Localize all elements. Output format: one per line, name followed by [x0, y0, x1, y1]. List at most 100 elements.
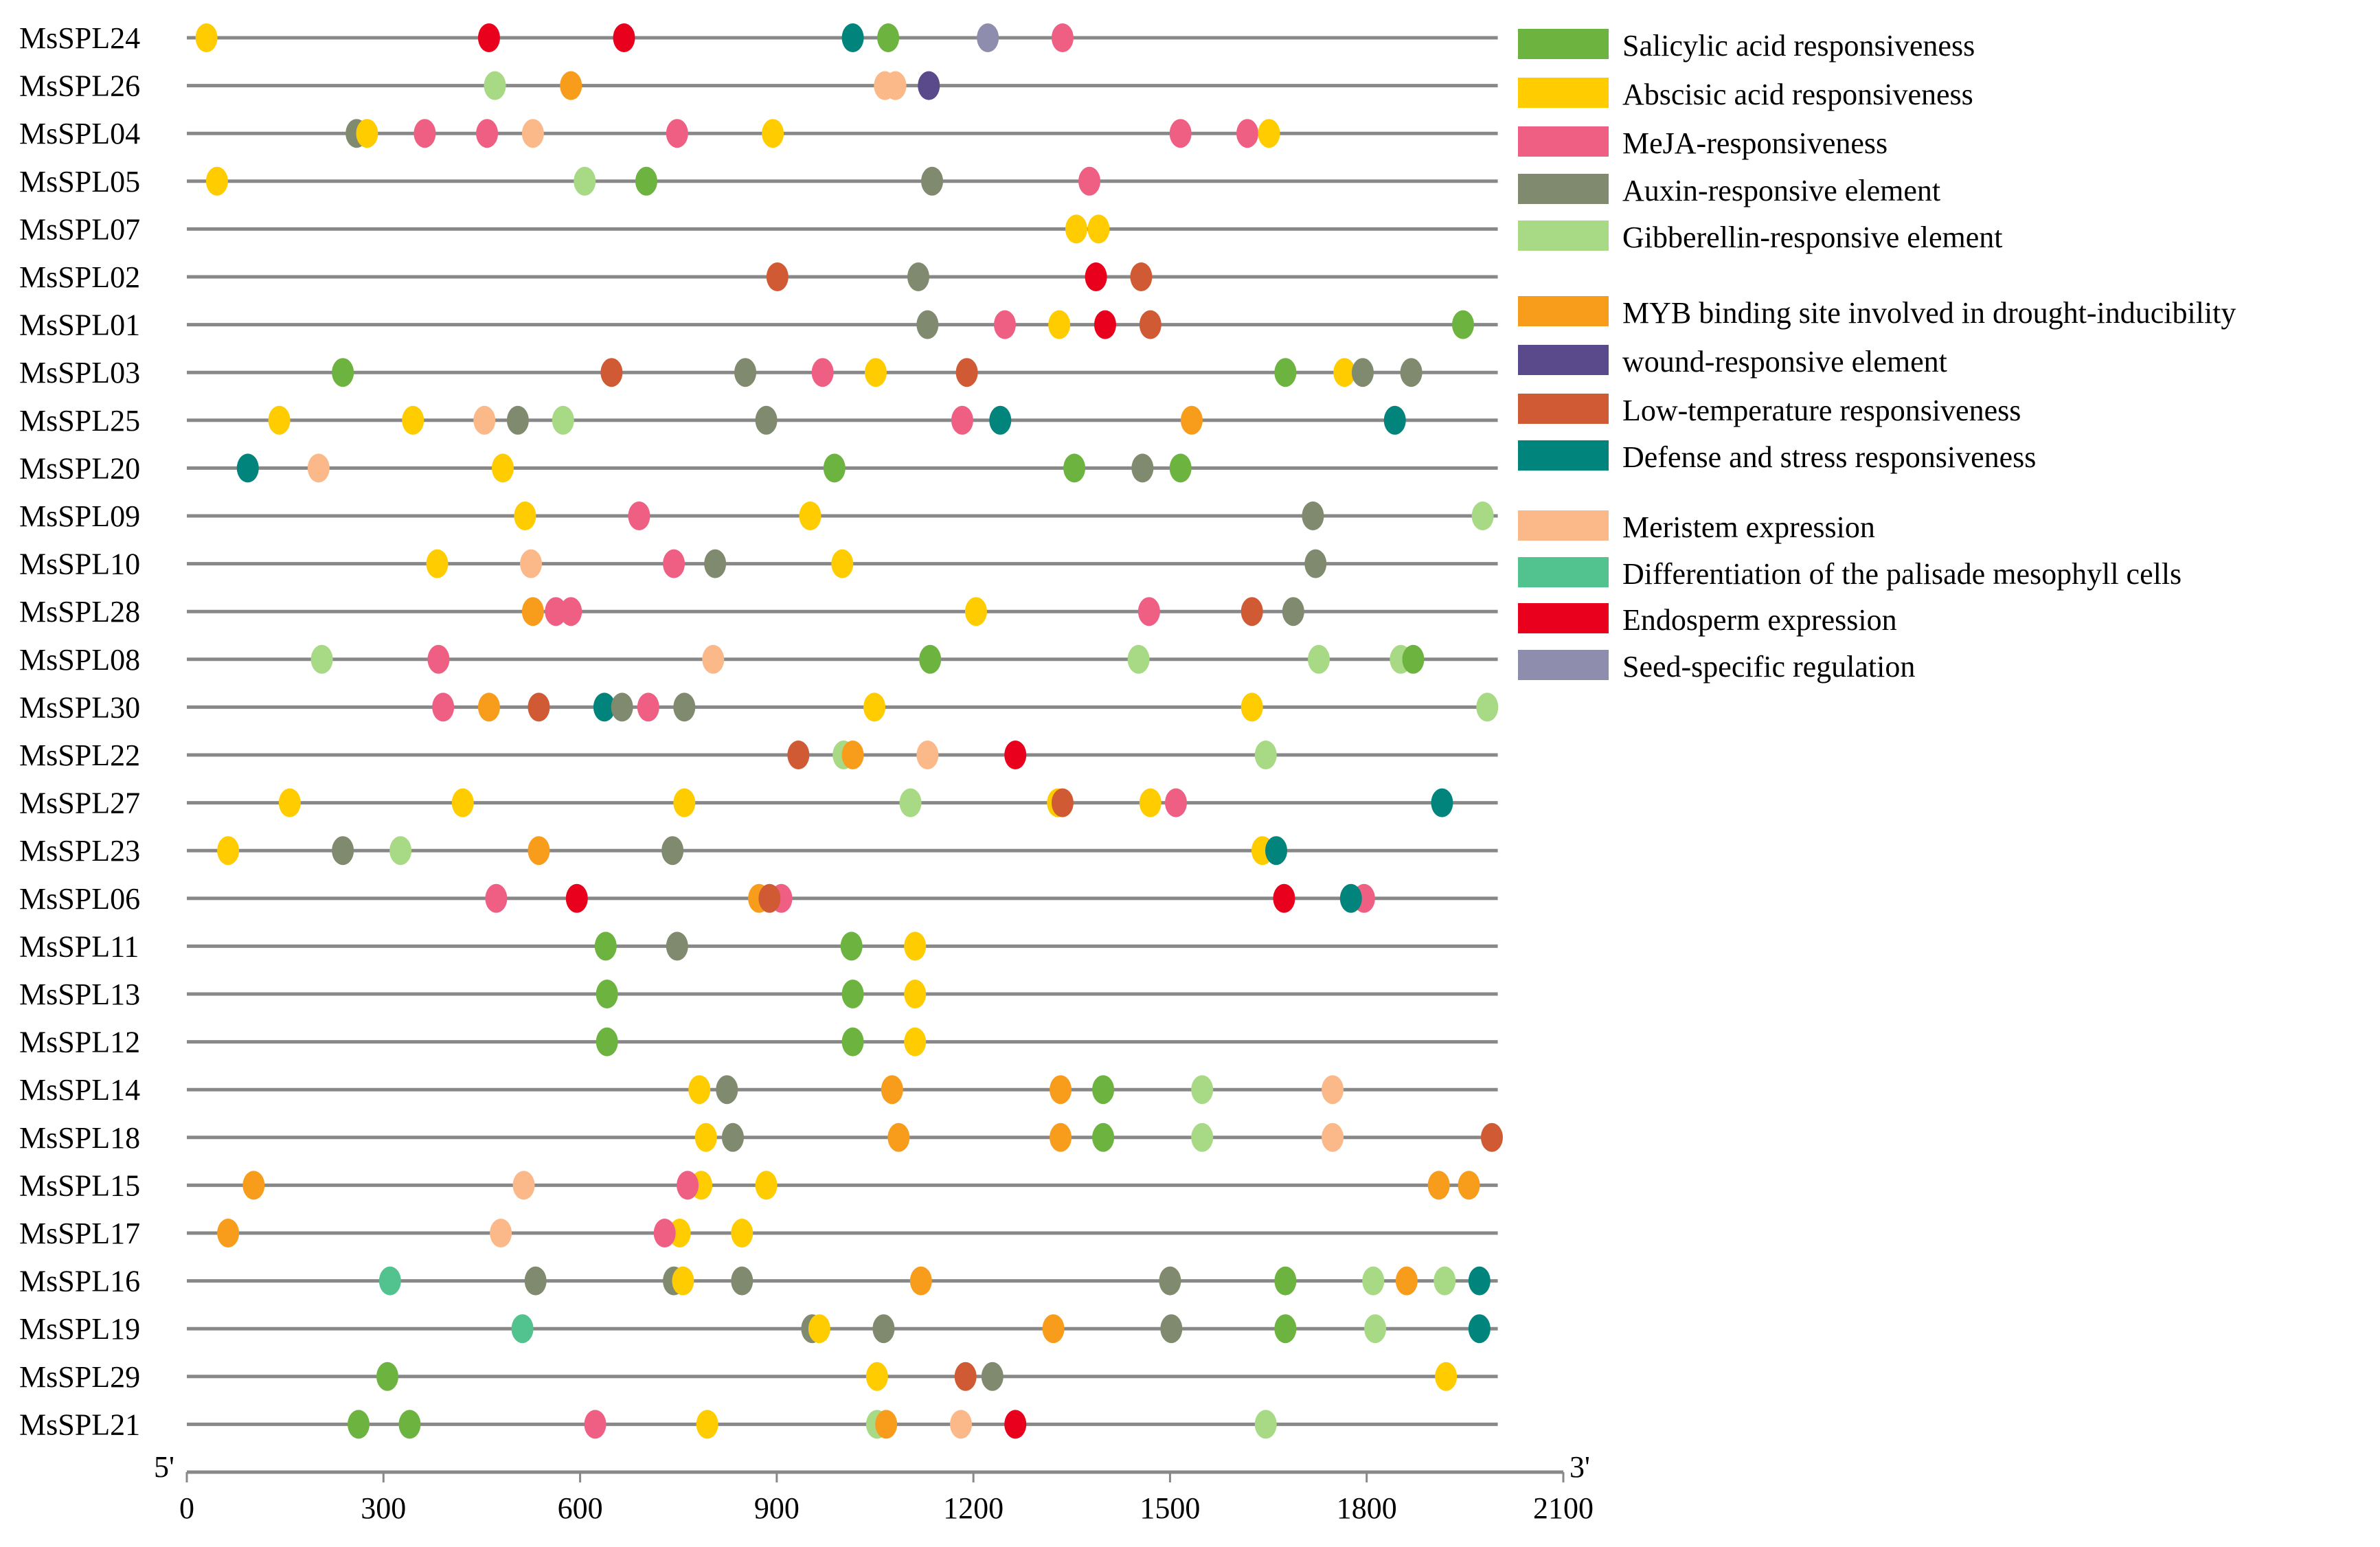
cis-element-marker-ga — [389, 836, 412, 866]
legend-swatch — [1518, 174, 1609, 204]
cis-element-marker-aux — [907, 262, 929, 291]
cis-element-marker-meja — [666, 119, 688, 148]
cis-element-marker-aba — [904, 931, 927, 961]
cis-element-marker-mer — [490, 1219, 512, 1247]
gene-row-msspl10: MsSPL10 — [19, 547, 1498, 581]
cis-element-marker-aba — [451, 788, 474, 817]
gene-label: MsSPL02 — [19, 260, 140, 294]
legend-label: MYB binding site involved in drought-ind… — [1622, 296, 2236, 330]
gene-label: MsSPL16 — [19, 1265, 140, 1298]
cis-element-marker-def — [236, 453, 259, 483]
cis-element-marker-aba — [808, 1314, 830, 1344]
gene-label: MsSPL27 — [19, 787, 140, 820]
legend-label: Endosperm expression — [1622, 603, 1897, 637]
cis-element-marker-myb — [1050, 1075, 1072, 1105]
gene-label: MsSPL22 — [19, 738, 140, 772]
cis-element-marker-sa — [919, 644, 942, 674]
cis-element-marker-mer — [884, 71, 907, 100]
cis-element-marker-ga — [552, 405, 574, 435]
legend-label: Seed-specific regulation — [1622, 650, 1915, 684]
cis-element-marker-aux — [332, 836, 354, 866]
cis-element-marker-ga — [1191, 1122, 1214, 1152]
legend-label: MeJA-responsiveness — [1622, 126, 1888, 160]
gene-label: MsSPL23 — [19, 834, 140, 868]
cis-element-marker-seed — [977, 23, 999, 52]
legend-item-ltr: Low-temperature responsiveness — [1518, 394, 2021, 427]
gene-label: MsSPL03 — [19, 356, 140, 389]
cis-element-marker-myb — [909, 1266, 932, 1296]
cis-element-marker-sa — [840, 931, 863, 961]
cis-element-marker-endo — [1085, 262, 1107, 291]
cis-element-marker-aux — [704, 549, 727, 578]
cis-element-marker-aba — [217, 836, 240, 866]
legend-item-wound: wound-responsive element — [1518, 345, 1947, 379]
x-tick-label: 600 — [558, 1491, 603, 1525]
gene-label: MsSPL15 — [19, 1168, 140, 1202]
legend: Salicylic acid responsiveness Abscisic ac… — [1518, 29, 2236, 684]
cis-element-marker-aba — [762, 119, 784, 148]
cis-element-marker-mer — [702, 644, 725, 674]
gene-row-msspl14: MsSPL14 — [19, 1073, 1498, 1107]
cis-element-marker-myb — [560, 71, 582, 100]
legend-swatch — [1518, 650, 1609, 680]
cis-element-marker-ga — [1476, 692, 1499, 722]
gene-row-msspl12: MsSPL12 — [19, 1026, 1498, 1059]
gene-label: MsSPL17 — [19, 1217, 140, 1250]
cis-element-marker-ltr — [954, 1362, 977, 1391]
cis-element-marker-sa — [1169, 453, 1192, 483]
gene-row-msspl03: MsSPL03 — [19, 356, 1498, 389]
cis-element-marker-myb — [521, 597, 544, 626]
cis-element-marker-meja — [993, 310, 1016, 339]
cis-element-marker-endo — [477, 23, 500, 52]
cis-element-marker-meja — [1165, 788, 1188, 817]
cis-element-marker-mer — [1322, 1122, 1344, 1152]
cis-element-marker-sa — [1092, 1122, 1115, 1152]
cis-element-marker-aux — [506, 405, 529, 435]
x-tick-label: 1200 — [943, 1491, 1004, 1525]
cis-element-marker-aux — [755, 405, 778, 435]
legend-item-def: Defense and stress responsiveness — [1518, 440, 2036, 474]
gene-label: MsSPL26 — [19, 69, 140, 103]
cis-element-marker-myb — [1180, 405, 1203, 435]
legend-item-mer: Meristem expression — [1518, 510, 1875, 544]
cis-element-marker-myb — [528, 836, 550, 866]
legend-label: Abscisic acid responsiveness — [1622, 78, 1973, 111]
cis-element-marker-aba — [1087, 214, 1110, 244]
gene-row-msspl06: MsSPL06 — [19, 882, 1498, 916]
cis-element-marker-myb — [887, 1122, 910, 1152]
cis-element-marker-aba — [755, 1171, 778, 1200]
cis-element-marker-meja — [1169, 119, 1192, 148]
cis-element-marker-meja — [677, 1171, 699, 1200]
cis-element-marker-sa — [1402, 644, 1425, 674]
cis-element-marker-myb — [1395, 1266, 1418, 1296]
cis-element-marker-meja — [663, 549, 685, 578]
cis-element-marker-ga — [1362, 1266, 1385, 1296]
cis-element-marker-myb — [875, 1410, 898, 1439]
cis-element-marker-aba — [1240, 692, 1263, 722]
cis-element-marker-ltr — [758, 883, 781, 913]
gene-row-msspl26: MsSPL26 — [19, 69, 1498, 103]
gene-row-msspl19: MsSPL19 — [19, 1312, 1498, 1346]
cis-element-marker-sa — [1092, 1075, 1115, 1105]
cis-element-marker-aux — [872, 1314, 895, 1344]
gene-label: MsSPL30 — [19, 690, 140, 724]
cis-element-marker-def — [1468, 1314, 1491, 1344]
cis-element-marker-def — [593, 692, 615, 722]
gene-row-msspl11: MsSPL11 — [19, 929, 1498, 963]
cis-element-marker-sa — [594, 931, 617, 961]
cis-element-marker-ga — [1254, 741, 1277, 769]
cis-element-marker-meja — [1051, 23, 1074, 52]
legend-item-seed: Seed-specific regulation — [1518, 650, 1915, 684]
gene-row-msspl21: MsSPL21 — [19, 1408, 1498, 1441]
cis-element-marker-aux — [661, 836, 684, 866]
cis-element-marker-meja — [1078, 166, 1101, 196]
gene-row-msspl13: MsSPL13 — [19, 978, 1498, 1011]
gene-label: MsSPL25 — [19, 404, 140, 438]
cis-element-marker-sa — [1274, 1266, 1297, 1296]
x-tick-label: 2100 — [1533, 1491, 1594, 1525]
gene-row-msspl15: MsSPL15 — [19, 1168, 1498, 1202]
cis-element-marker-ga — [1364, 1314, 1387, 1344]
legend-label: Defense and stress responsiveness — [1622, 440, 2036, 474]
cis-element-marker-sa — [398, 1410, 421, 1439]
legend-label: Salicylic acid responsiveness — [1622, 29, 1975, 63]
